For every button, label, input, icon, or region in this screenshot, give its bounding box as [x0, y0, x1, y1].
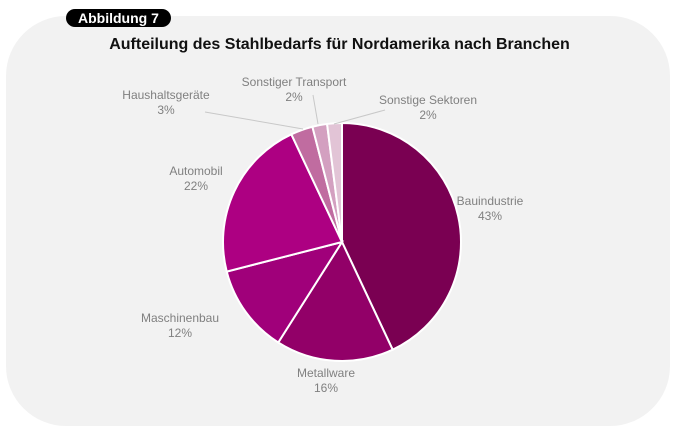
- pie-slice-bauindustrie: [341, 121, 462, 352]
- data-label-value: 2%: [285, 90, 303, 104]
- data-label-category: Sonstige Sektoren: [379, 93, 477, 107]
- data-label-category: Bauindustrie: [457, 194, 524, 208]
- pie-slice-sonstige-sektoren: [325, 121, 343, 243]
- pie-slice-maschinenbau: [225, 240, 345, 344]
- data-label-value: 43%: [478, 209, 502, 223]
- data-label-category: Automobil: [169, 164, 222, 178]
- data-label-value: 16%: [314, 381, 338, 395]
- data-label-value: 3%: [157, 103, 175, 117]
- data-label-category: Metallware: [297, 366, 355, 380]
- data-label-category: Sonstiger Transport: [242, 75, 347, 89]
- leader-line: [312, 94, 319, 125]
- figure-badge: Abbildung 7: [66, 9, 171, 27]
- data-label-category: Maschinenbau: [141, 311, 219, 325]
- data-label-category: Haushaltsgeräte: [122, 88, 210, 102]
- leader-line: [204, 111, 304, 130]
- pie-slice-automobil: [222, 132, 344, 273]
- data-label-value: 12%: [168, 326, 192, 340]
- data-label-value: 2%: [419, 108, 437, 122]
- leader-line: [333, 109, 386, 125]
- chart-title: Aufteilung des Stahlbedarfs für Nordamer…: [109, 36, 570, 53]
- data-label-value: 22%: [184, 179, 208, 193]
- pie-slice-metallware: [276, 239, 394, 362]
